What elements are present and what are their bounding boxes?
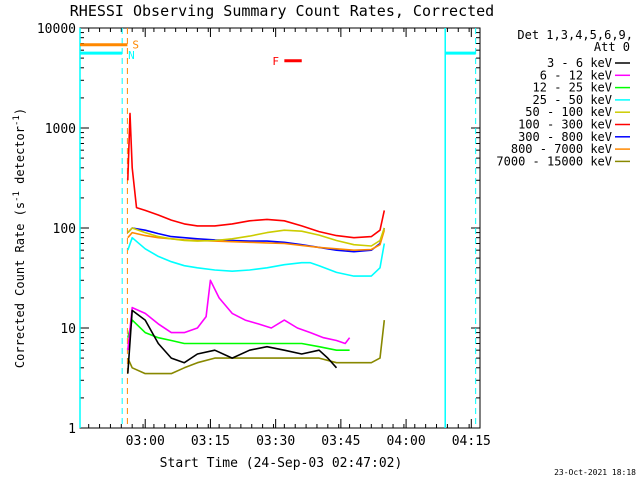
f-marker-label: F: [272, 55, 279, 68]
y-tick-label: 10000: [37, 22, 76, 37]
plot-area: 1 10 100 1000 10000 03:00 03:15 03:30 03:45 04:00…: [37, 22, 491, 449]
footer-date: 23-Oct-2021 18:18: [554, 468, 636, 477]
legend-header-detectors: Det 1,3,4,5,6,9,: [517, 28, 633, 42]
x-tick-label: 03:00: [126, 434, 165, 449]
series-line: [127, 227, 386, 253]
series-line: [127, 227, 386, 247]
x-axis-label: Start Time (24-Sep-03 02:47:02): [160, 456, 403, 471]
series-line: [127, 279, 351, 351]
x-tick-label: 03:45: [321, 434, 360, 449]
x-tick-label: 03:15: [191, 434, 230, 449]
legend-entry-label: 50 - 100 keV: [525, 105, 612, 119]
n-marker-label: N: [128, 49, 135, 62]
legend-entry-label: 12 - 25 keV: [533, 81, 612, 95]
s-marker-label: S: [132, 39, 139, 52]
x-tick-label: 04:00: [387, 434, 426, 449]
y-tick-label: 1000: [45, 122, 76, 137]
svg-text:Corrected Count Rate (s-1 dete: Corrected Count Rate (s-1 detector-1): [12, 108, 27, 368]
series-line: [127, 309, 338, 374]
legend-entry-label: 300 - 800 keV: [518, 130, 612, 144]
plot-frame: [79, 27, 481, 429]
legend-header-attenuator: Att 0: [594, 40, 630, 54]
legend-entry-label: 3 - 6 keV: [547, 56, 612, 70]
y-tick-label: 10: [60, 322, 76, 337]
y-tick-label: 1: [68, 422, 76, 437]
legend-entry-label: 7000 - 15000 keV: [496, 154, 612, 168]
series-line: [127, 236, 386, 277]
chart-title: RHESSI Observing Summary Count Rates, Co…: [70, 2, 494, 20]
x-tick-label: 04:15: [452, 434, 491, 449]
legend-entry-label: 100 - 300 keV: [518, 118, 612, 132]
series-line: [127, 112, 386, 239]
x-tick-label: 03:30: [256, 434, 295, 449]
legend-entry-label: 6 - 12 keV: [540, 68, 612, 82]
y-tick-label: 100: [53, 222, 76, 237]
legend-entry-label: 800 - 7000 keV: [511, 142, 612, 156]
series-line: [127, 229, 386, 251]
y-axis-label: Corrected Count Rate (s-1 detector-1): [12, 108, 27, 368]
series-line: [127, 320, 386, 375]
legend-entry-label: 25 - 50 keV: [533, 93, 612, 107]
